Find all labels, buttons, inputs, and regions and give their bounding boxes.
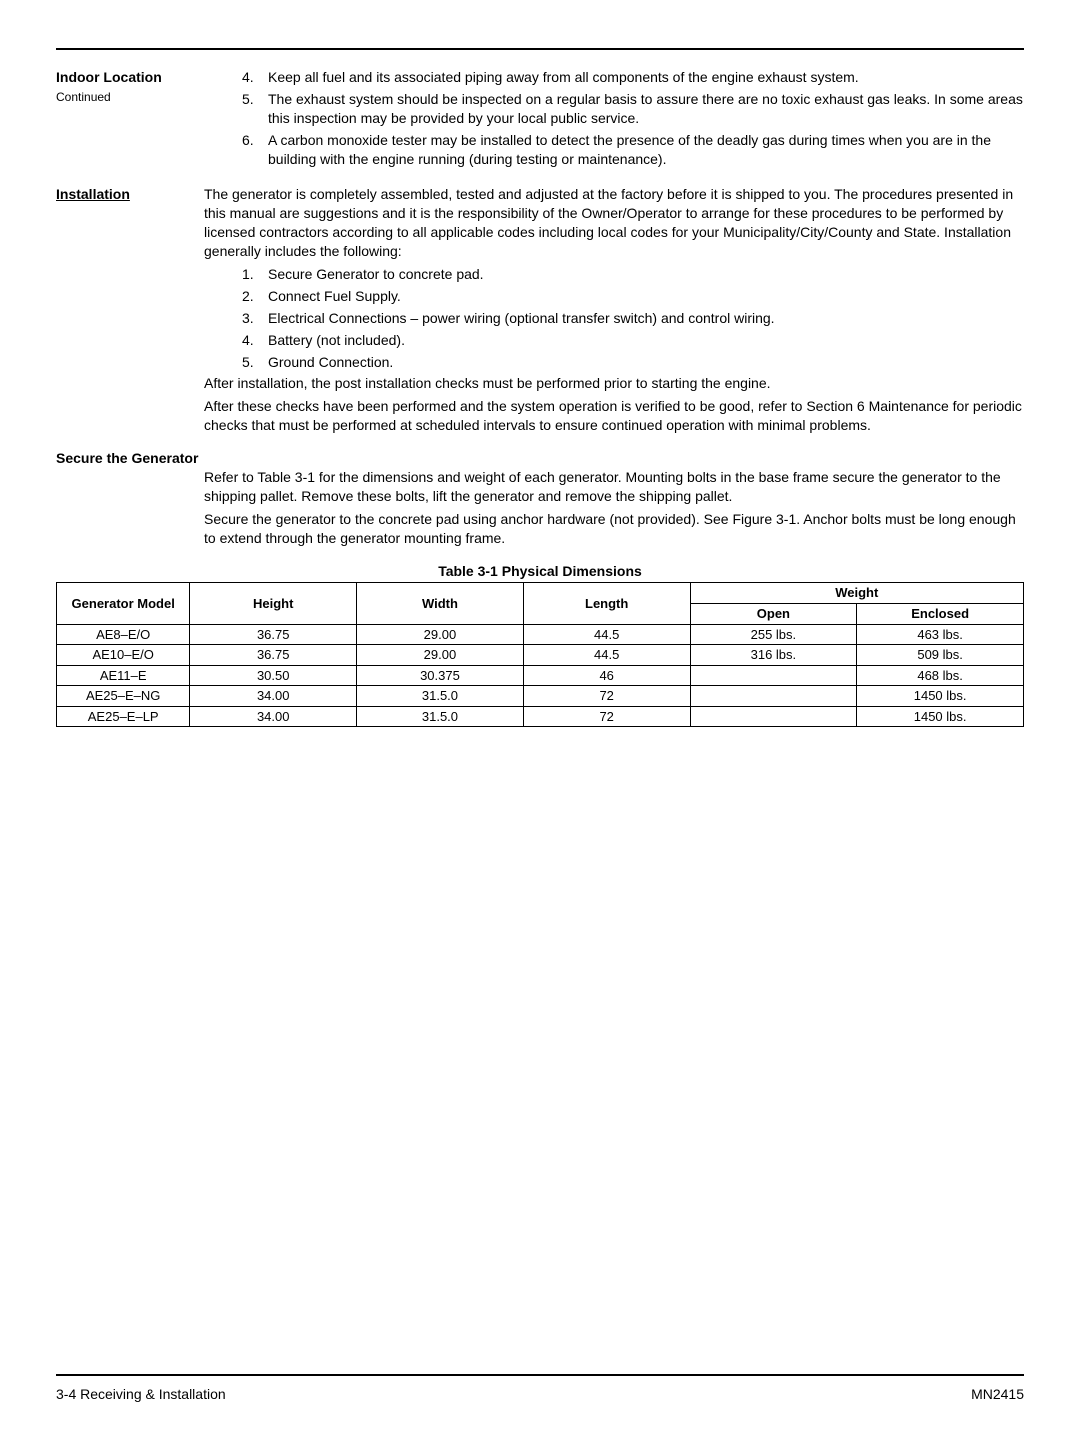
item-text: Battery (not included). (268, 331, 1024, 350)
cell-height: 34.00 (190, 706, 357, 727)
cell-width: 29.00 (357, 645, 524, 666)
item-text: The exhaust system should be inspected o… (268, 90, 1024, 128)
page-footer: 3-4 Receiving & Installation MN2415 (56, 1385, 1024, 1404)
cell-width: 31.5.0 (357, 686, 524, 707)
cell-width: 29.00 (357, 624, 524, 645)
secure-generator-section: Secure the Generator Refer to Table 3-1 … (56, 449, 1024, 551)
item-text: Electrical Connections – power wiring (o… (268, 309, 1024, 328)
table-row: AE10–E/O 36.75 29.00 44.5 316 lbs. 509 l… (57, 645, 1024, 666)
cell-model: AE25–E–LP (57, 706, 190, 727)
list-item: 6.A carbon monoxide tester may be instal… (240, 131, 1024, 169)
list-item: 4.Battery (not included). (240, 331, 1024, 350)
top-rule (56, 48, 1024, 50)
list-item: 3.Electrical Connections – power wiring … (240, 309, 1024, 328)
th-enclosed: Enclosed (857, 604, 1024, 625)
item-text: Keep all fuel and its associated piping … (268, 68, 1024, 87)
cell-model: AE10–E/O (57, 645, 190, 666)
item-number: 2. (240, 287, 268, 306)
secure-p2: Secure the generator to the concrete pad… (204, 510, 1024, 548)
cell-enclosed: 509 lbs. (857, 645, 1024, 666)
installation-list: 1.Secure Generator to concrete pad. 2.Co… (240, 265, 1024, 371)
item-number: 5. (240, 353, 268, 372)
list-item: 1.Secure Generator to concrete pad. (240, 265, 1024, 284)
item-number: 3. (240, 309, 268, 328)
cell-enclosed: 1450 lbs. (857, 706, 1024, 727)
th-width: Width (357, 583, 524, 624)
table-row: AE11–E 30.50 30.375 46 468 lbs. (57, 665, 1024, 686)
table-header-row: Generator Model Height Width Length Weig… (57, 583, 1024, 604)
cell-model: AE8–E/O (57, 624, 190, 645)
indoor-heading: Indoor Location (56, 69, 162, 85)
table-row: AE25–E–LP 34.00 31.5.0 72 1450 lbs. (57, 706, 1024, 727)
th-height: Height (190, 583, 357, 624)
th-length: Length (523, 583, 690, 624)
secure-heading: Secure the Generator (56, 450, 198, 466)
cell-height: 36.75 (190, 645, 357, 666)
item-text: A carbon monoxide tester may be installe… (268, 131, 1024, 169)
cell-height: 34.00 (190, 686, 357, 707)
cell-length: 72 (523, 706, 690, 727)
cell-length: 44.5 (523, 645, 690, 666)
dimensions-table: Generator Model Height Width Length Weig… (56, 582, 1024, 727)
cell-open: 255 lbs. (690, 624, 857, 645)
installation-section: Installation The generator is completely… (56, 185, 1024, 439)
item-number: 1. (240, 265, 268, 284)
table-body: AE8–E/O 36.75 29.00 44.5 255 lbs. 463 lb… (57, 624, 1024, 727)
cell-width: 31.5.0 (357, 706, 524, 727)
indoor-location-section: Indoor Location Continued 4.Keep all fue… (56, 68, 1024, 171)
cell-model: AE25–E–NG (57, 686, 190, 707)
installation-heading: Installation (56, 186, 130, 202)
item-text: Secure Generator to concrete pad. (268, 265, 1024, 284)
cell-width: 30.375 (357, 665, 524, 686)
cell-height: 30.50 (190, 665, 357, 686)
cell-enclosed: 468 lbs. (857, 665, 1024, 686)
secure-p1: Refer to Table 3-1 for the dimensions an… (204, 468, 1024, 506)
cell-length: 46 (523, 665, 690, 686)
installation-intro: The generator is completely assembled, t… (204, 185, 1024, 261)
table-title: Table 3-1 Physical Dimensions (56, 562, 1024, 581)
footer-right: MN2415 (971, 1385, 1024, 1404)
cell-enclosed: 1450 lbs. (857, 686, 1024, 707)
list-item: 5.Ground Connection. (240, 353, 1024, 372)
indoor-list: 4.Keep all fuel and its associated pipin… (240, 68, 1024, 168)
cell-open: 316 lbs. (690, 645, 857, 666)
list-item: 5.The exhaust system should be inspected… (240, 90, 1024, 128)
cell-open (690, 706, 857, 727)
item-text: Ground Connection. (268, 353, 1024, 372)
table-row: AE8–E/O 36.75 29.00 44.5 255 lbs. 463 lb… (57, 624, 1024, 645)
item-number: 4. (240, 331, 268, 350)
cell-open (690, 686, 857, 707)
bottom-rule (56, 1374, 1024, 1376)
footer-left: 3-4 Receiving & Installation (56, 1385, 226, 1404)
cell-length: 44.5 (523, 624, 690, 645)
item-number: 6. (240, 131, 268, 169)
item-number: 4. (240, 68, 268, 87)
cell-open (690, 665, 857, 686)
list-item: 2.Connect Fuel Supply. (240, 287, 1024, 306)
cell-model: AE11–E (57, 665, 190, 686)
th-open: Open (690, 604, 857, 625)
cell-height: 36.75 (190, 624, 357, 645)
item-number: 5. (240, 90, 268, 128)
cell-length: 72 (523, 686, 690, 707)
th-model: Generator Model (57, 583, 190, 624)
list-item: 4.Keep all fuel and its associated pipin… (240, 68, 1024, 87)
installation-after2: After these checks have been performed a… (204, 397, 1024, 435)
item-text: Connect Fuel Supply. (268, 287, 1024, 306)
installation-after1: After installation, the post installatio… (204, 374, 1024, 393)
cell-enclosed: 463 lbs. (857, 624, 1024, 645)
table-row: AE25–E–NG 34.00 31.5.0 72 1450 lbs. (57, 686, 1024, 707)
th-weight: Weight (690, 583, 1023, 604)
continued-label: Continued (56, 90, 111, 104)
